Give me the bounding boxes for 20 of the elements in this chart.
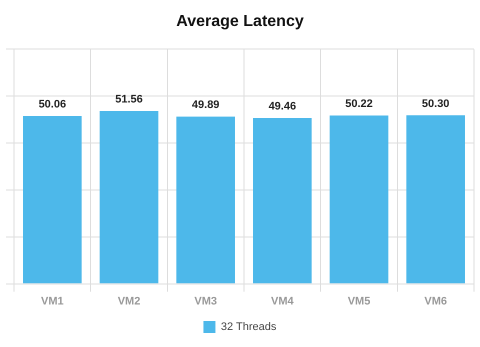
data-label: 50.30 <box>422 98 450 110</box>
bar <box>176 116 235 284</box>
bar <box>100 111 158 284</box>
x-tick-label: VM5 <box>348 295 370 308</box>
data-label: 49.46 <box>268 100 296 113</box>
x-tick-label: VM6 <box>424 295 447 308</box>
data-label: 50.06 <box>38 98 66 111</box>
bar <box>330 115 388 284</box>
bar <box>253 118 312 284</box>
legend-label: 32 Threads <box>220 321 277 334</box>
data-label: 50.22 <box>345 98 373 110</box>
data-label: 51.56 <box>115 94 143 106</box>
x-tick-label: VM4 <box>271 295 295 308</box>
bar <box>406 115 465 284</box>
chart-title: Average Latency <box>176 13 304 30</box>
bar <box>23 116 82 284</box>
x-tick-label: VM3 <box>194 295 217 308</box>
x-tick-label: VM2 <box>118 295 140 308</box>
x-tick-label: VM1 <box>41 295 64 308</box>
data-label: 49.89 <box>192 99 220 112</box>
